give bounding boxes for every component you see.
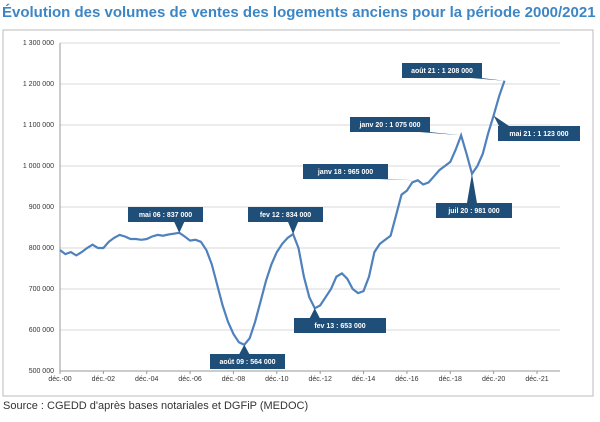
x-tick-label: déc.-10 — [265, 376, 288, 383]
data-line — [59, 80, 506, 347]
source: Source : CGEDD d'après bases notariales … — [3, 400, 308, 412]
x-tick-label: déc.-08 — [222, 376, 245, 383]
x-tick-label: déc.-18 — [439, 376, 462, 383]
annotation: mai 06 : 837 000 — [139, 212, 192, 219]
callout-box — [350, 117, 430, 132]
callout-pointer — [471, 78, 505, 81]
callout-pointer — [419, 132, 462, 136]
callout-box — [128, 207, 203, 222]
y-tick-label: 600 000 — [29, 327, 54, 334]
callout-pointer — [493, 115, 509, 126]
x-tick-label: déc.-16 — [395, 376, 418, 383]
callout-pointer — [466, 173, 477, 203]
annotation: juil 20 : 981 000 — [447, 208, 499, 215]
annotation: janv 20 : 1 075 000 — [358, 122, 420, 129]
callout-box — [402, 63, 482, 78]
y-tick-label: 1 200 000 — [23, 81, 54, 88]
annotation: fev 12 : 834 000 — [260, 212, 311, 219]
x-tick-label: déc.-14 — [352, 376, 375, 383]
callout-box — [210, 354, 285, 369]
callout-box — [294, 318, 386, 333]
x-tick-label: déc.-02 — [92, 376, 115, 383]
x-tick-label: déc.-04 — [135, 376, 158, 383]
y-tick-label: 1 000 000 — [23, 163, 54, 170]
annotation: août 09 : 564 000 — [219, 359, 275, 366]
x-tick-label: déc.-06 — [178, 376, 201, 383]
callout-box — [303, 164, 388, 179]
callout-pointer — [309, 308, 320, 318]
callout-pointer — [174, 222, 185, 233]
y-tick-label: 900 000 — [29, 204, 54, 211]
x-tick-label: déc.-21 — [525, 376, 548, 383]
callout-pointer — [377, 179, 418, 181]
annotation: août 21 : 1 208 000 — [411, 68, 473, 75]
callout-box — [436, 203, 512, 218]
y-tick-label: 800 000 — [29, 245, 54, 252]
callout-box — [498, 126, 580, 141]
callout-box — [248, 207, 323, 222]
y-tick-label: 700 000 — [29, 286, 54, 293]
callout-pointer — [239, 344, 250, 354]
y-tick-label: 1 300 000 — [23, 40, 54, 47]
x-tick-label: déc.-00 — [48, 376, 71, 383]
callout-pointer — [288, 222, 299, 235]
y-tick-label: 500 000 — [29, 368, 54, 375]
y-tick-label: 1 100 000 — [23, 122, 54, 129]
annotation: mai 21 : 1 123 000 — [509, 131, 568, 138]
chart-title: Évolution des volumes de ventes des loge… — [2, 4, 596, 21]
x-tick-label: déc.-20 — [482, 376, 505, 383]
annotation: fev 13 : 653 000 — [314, 323, 365, 330]
annotation: janv 18 : 965 000 — [317, 169, 373, 176]
x-tick-label: déc.-12 — [309, 376, 332, 383]
